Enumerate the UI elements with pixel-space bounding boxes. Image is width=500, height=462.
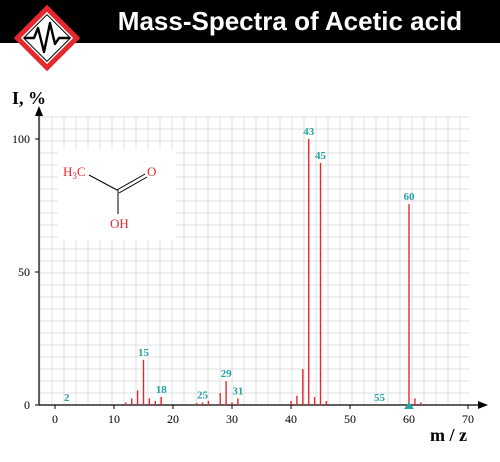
x-axis-arrow	[478, 401, 488, 409]
bond-carbonyl-1	[116, 173, 146, 191]
peak-label-mz-55: 55	[374, 392, 386, 404]
x-tick-label: 20	[167, 412, 179, 426]
chart-marker	[404, 402, 414, 409]
title-bar: Mass-Spectra of Acetic acid	[0, 0, 500, 43]
x-tick-label: 10	[108, 412, 120, 426]
y-tick-label: 0	[24, 398, 30, 412]
y-axis-title: I, %	[12, 88, 46, 108]
carbonyl-o-label: O	[147, 164, 156, 179]
peak-label-mz-45: 45	[315, 150, 327, 162]
x-tick-label: 50	[344, 412, 356, 426]
spectrum-pulse-icon	[13, 4, 81, 72]
peak-label-mz-18: 18	[156, 384, 168, 396]
x-tick-label: 60	[403, 412, 415, 426]
x-tick-label: 70	[462, 412, 474, 426]
peak-label-mz-43: 43	[303, 126, 315, 138]
peak-label-mz-60: 60	[404, 191, 416, 203]
bond-methyl	[88, 174, 118, 191]
peak-label-mz-31: 31	[232, 385, 243, 397]
y-tick-label: 50	[18, 265, 30, 279]
hydroxyl-label: OH	[110, 216, 129, 231]
acetic-acid-structure: H3C O OH	[63, 164, 156, 231]
peak-label-mz-25: 25	[197, 389, 209, 401]
structure-panel	[58, 150, 176, 240]
x-axis-title: m / z	[430, 425, 467, 445]
logo-pulse-line	[23, 21, 71, 54]
molecular-ion-marker	[404, 402, 414, 409]
x-tick-label: 0	[52, 412, 58, 426]
x-tick-label: 30	[226, 412, 238, 426]
bond-carbonyl-2	[118, 176, 148, 194]
page-title: Mass-Spectra of Acetic acid	[117, 6, 463, 36]
y-tick-label: 100	[12, 132, 30, 146]
chart-axes	[35, 106, 488, 409]
x-tick-label: 40	[285, 412, 297, 426]
peak-label-mz-29: 29	[221, 368, 233, 380]
chart-peaks	[125, 139, 422, 405]
peak-label-mz-15: 15	[138, 347, 150, 359]
y-axis-arrow	[35, 106, 43, 116]
peak-label-mz-2: 2	[64, 392, 70, 404]
methyl-label: H3C	[63, 164, 86, 181]
